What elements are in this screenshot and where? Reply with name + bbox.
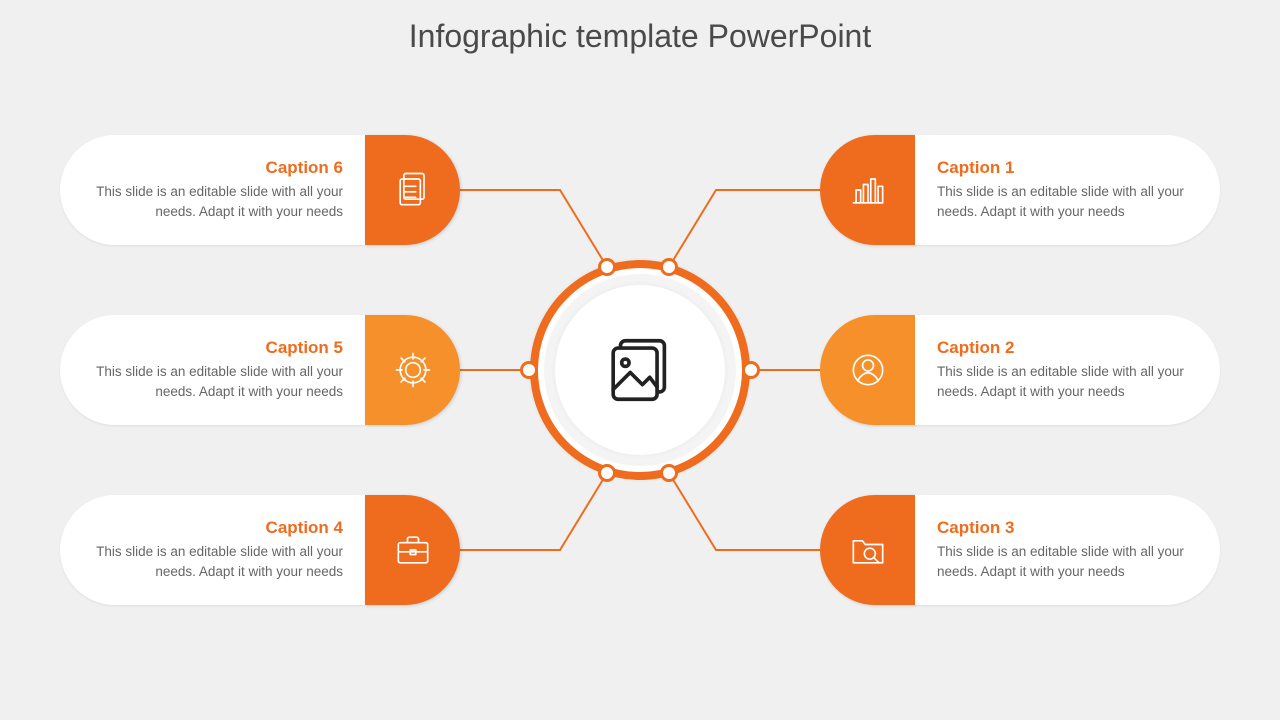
caption-title: Caption 3: [937, 518, 1198, 538]
bar-chart-icon: [846, 168, 890, 212]
caption-title: Caption 5: [82, 338, 343, 358]
item-caption-1: Caption 1 This slide is an editable slid…: [820, 135, 1220, 245]
caption-desc: This slide is an editable slide with all…: [937, 182, 1198, 223]
caption-desc: This slide is an editable slide with all…: [82, 542, 343, 583]
documents-icon: [391, 168, 435, 212]
item-body: Caption 3 This slide is an editable slid…: [915, 495, 1220, 605]
item-body: Caption 5 This slide is an editable slid…: [60, 315, 365, 425]
ring-dot: [520, 361, 538, 379]
caption-title: Caption 4: [82, 518, 343, 538]
diagram-canvas: Caption 6 This slide is an editable slid…: [0, 0, 1280, 720]
item-caption-3: Caption 3 This slide is an editable slid…: [820, 495, 1220, 605]
item-caption-6: Caption 6 This slide is an editable slid…: [60, 135, 460, 245]
item-cap: [820, 315, 915, 425]
item-caption-2: Caption 2 This slide is an editable slid…: [820, 315, 1220, 425]
ring-dot: [598, 464, 616, 482]
item-body: Caption 6 This slide is an editable slid…: [60, 135, 365, 245]
center-ring: [530, 260, 750, 480]
image-stack-icon: [601, 331, 679, 409]
item-body: Caption 1 This slide is an editable slid…: [915, 135, 1220, 245]
item-body: Caption 4 This slide is an editable slid…: [60, 495, 365, 605]
item-cap: [820, 495, 915, 605]
connector-4: [460, 473, 607, 550]
ring-dot: [660, 464, 678, 482]
connector-3: [669, 473, 820, 550]
connector-6: [460, 190, 607, 267]
briefcase-icon: [391, 528, 435, 572]
caption-title: Caption 1: [937, 158, 1198, 178]
item-cap: [365, 315, 460, 425]
caption-desc: This slide is an editable slide with all…: [937, 542, 1198, 583]
item-cap: [365, 495, 460, 605]
item-caption-4: Caption 4 This slide is an editable slid…: [60, 495, 460, 605]
caption-desc: This slide is an editable slide with all…: [82, 362, 343, 403]
item-cap: [365, 135, 460, 245]
caption-title: Caption 2: [937, 338, 1198, 358]
item-caption-5: Caption 5 This slide is an editable slid…: [60, 315, 460, 425]
item-body: Caption 2 This slide is an editable slid…: [915, 315, 1220, 425]
user-icon: [846, 348, 890, 392]
connector-1: [669, 190, 820, 267]
caption-desc: This slide is an editable slide with all…: [937, 362, 1198, 403]
caption-desc: This slide is an editable slide with all…: [82, 182, 343, 223]
ring-dot: [660, 258, 678, 276]
search-folder-icon: [846, 528, 890, 572]
ring-dot: [598, 258, 616, 276]
ring-dot: [742, 361, 760, 379]
caption-title: Caption 6: [82, 158, 343, 178]
item-cap: [820, 135, 915, 245]
gear-icon: [391, 348, 435, 392]
center-inner: [555, 285, 725, 455]
